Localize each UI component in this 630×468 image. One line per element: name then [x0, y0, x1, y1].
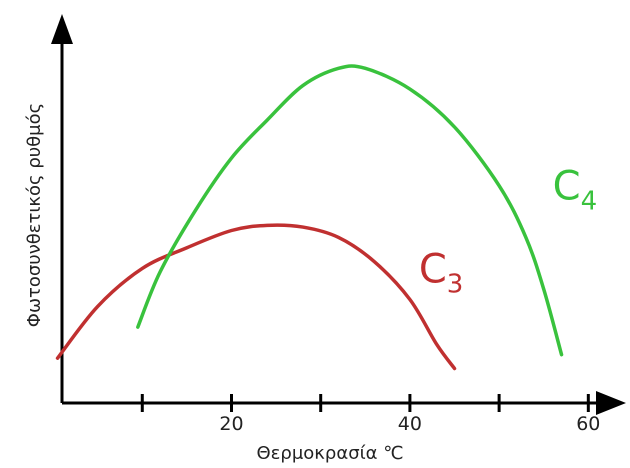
x-tick-label: 40 — [398, 413, 422, 435]
x-tick-label: 20 — [219, 413, 243, 435]
axes: 20 40 60 — [51, 14, 626, 435]
series-layer — [55, 64, 564, 371]
y-axis-arrow-icon — [51, 14, 73, 44]
x-axis-title: Θερμοκρασία ℃ — [257, 443, 404, 464]
x-axis-arrow-icon — [596, 391, 626, 415]
series-line-c3 — [55, 223, 457, 371]
series-label-c4: C4 — [553, 163, 597, 216]
y-axis-title: Φωτοσυνθετικός ρυθμός — [24, 103, 45, 327]
x-tick-label: 60 — [576, 413, 600, 435]
labels-layer: C3 C4 — [419, 163, 597, 299]
series-line-c4 — [136, 64, 564, 357]
series-label-c3: C3 — [419, 246, 463, 299]
